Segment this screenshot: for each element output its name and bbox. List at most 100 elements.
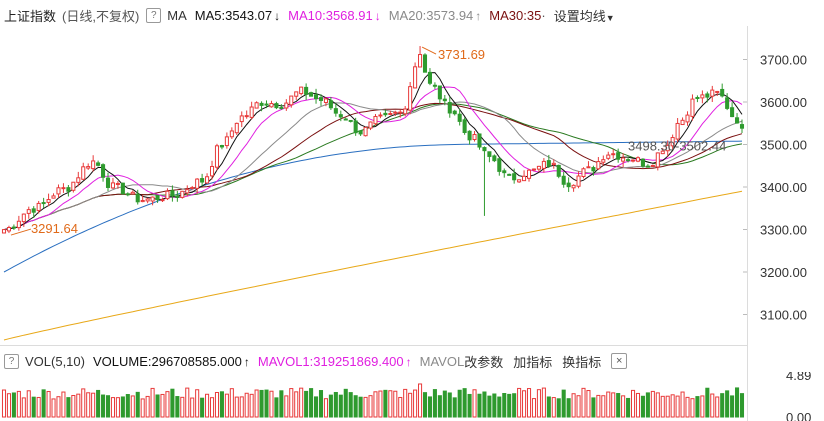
volume-bar [358, 396, 363, 418]
candle [115, 182, 120, 185]
volume-bar [660, 395, 665, 418]
candle [601, 159, 606, 163]
volume-bar [234, 396, 239, 418]
candle [735, 117, 740, 124]
vol-tick-label: 0.00 [786, 410, 811, 421]
volume-bar [259, 389, 264, 418]
volume-bar [214, 391, 220, 418]
main-chart-header: 上证指数 (日线,不复权) ? MA MA5:3543.07 ↓ MA10:356… [0, 2, 824, 28]
volume-bar [318, 390, 324, 418]
high-pointer [421, 46, 437, 55]
ma-label: MA [167, 7, 187, 23]
volume-bar [249, 393, 254, 418]
volume-bar [705, 387, 710, 418]
candle [398, 111, 403, 114]
ma20-line [3, 101, 743, 231]
candle [517, 179, 522, 183]
volume-bar [274, 397, 279, 418]
volume-bar [289, 388, 294, 418]
volume-bar [294, 391, 299, 418]
volume-bar [353, 395, 358, 418]
price-chart: 3700.00 3600.00 3500.00 3400.00 3300.00 3200.… [1, 46, 807, 341]
volume-bar [91, 392, 96, 418]
volume-bar [512, 393, 517, 418]
candle [427, 71, 432, 84]
volume-bar [309, 388, 314, 418]
ma-settings-button[interactable]: 设置均线▼ [554, 6, 615, 25]
volume-bar [1, 389, 7, 418]
volume-bar [403, 388, 408, 418]
candle [571, 184, 576, 189]
change-params-button[interactable]: 改参数 [464, 354, 504, 370]
ma30-value: MA30:35· [489, 7, 546, 23]
candle [680, 119, 685, 126]
volume-bar [467, 393, 472, 418]
volume-bar [135, 391, 140, 418]
vol-tick-label: 4.89 [786, 372, 811, 383]
vol-title: VOL(5,10) [25, 353, 85, 369]
low-pointer [10, 228, 32, 236]
arrow-up-icon: ↑ [405, 354, 412, 369]
candle [635, 157, 641, 162]
volume-bar [507, 393, 512, 418]
candle [690, 98, 695, 117]
volume-bar [115, 397, 120, 418]
candle [403, 108, 408, 115]
volume-bar [730, 395, 735, 418]
candle [36, 202, 41, 212]
volume-bar [61, 391, 66, 418]
help-icon[interactable]: ? [146, 7, 162, 23]
candle [120, 182, 125, 195]
candle [670, 137, 675, 147]
add-indicator-button[interactable]: 加指标 [513, 354, 553, 370]
volume-bar [363, 396, 368, 418]
candle [309, 92, 314, 97]
volume-bar [36, 396, 41, 418]
candle [413, 66, 418, 89]
candle [611, 153, 616, 156]
volume-bar [333, 391, 338, 418]
mavol1-value: MAVOL1:319251869.400 ↑ [258, 354, 412, 369]
arrow-up-icon: ↑ [243, 354, 250, 369]
volume-bar [665, 395, 670, 418]
ma30-text: MA30:35 [489, 7, 542, 23]
candle [700, 94, 705, 99]
candle [393, 111, 398, 114]
volume-chart: 4.89 0.00 [1, 372, 811, 421]
candle [328, 100, 333, 109]
volume-bar [487, 395, 492, 418]
volume-bar [373, 391, 378, 418]
ma-blue-line [3, 140, 743, 273]
volume-bar [343, 388, 348, 418]
candle [591, 167, 596, 172]
candle [234, 122, 239, 134]
y-tick-label: 3700.00 [760, 53, 807, 68]
candle [541, 160, 546, 169]
y-tick-label: 3300.00 [760, 223, 807, 238]
volume-bar [427, 396, 432, 418]
switch-indicator-button[interactable]: 换指标 [562, 354, 602, 370]
volume-bar [685, 396, 690, 418]
candle [274, 103, 279, 109]
candle [472, 134, 477, 141]
volume-bar [155, 394, 160, 418]
y-tick-label: 3400.00 [760, 180, 807, 195]
volume-bar [51, 398, 56, 418]
candle [264, 103, 269, 106]
candle [6, 227, 11, 232]
ma20-value: MA20:3573.94 ↑ [389, 8, 482, 23]
candle [640, 158, 645, 167]
volume-bar [492, 393, 497, 418]
volume-bar [254, 389, 259, 418]
volume-bar [601, 395, 606, 418]
candle [378, 114, 383, 117]
candle [219, 145, 224, 148]
help-icon[interactable]: ? [4, 353, 19, 369]
close-icon[interactable]: × [611, 353, 628, 369]
candle [348, 119, 353, 122]
candle [343, 118, 348, 121]
volume-bar [26, 390, 31, 418]
volume-bar [675, 395, 680, 418]
candle [477, 133, 482, 148]
volume-bar [314, 396, 319, 418]
